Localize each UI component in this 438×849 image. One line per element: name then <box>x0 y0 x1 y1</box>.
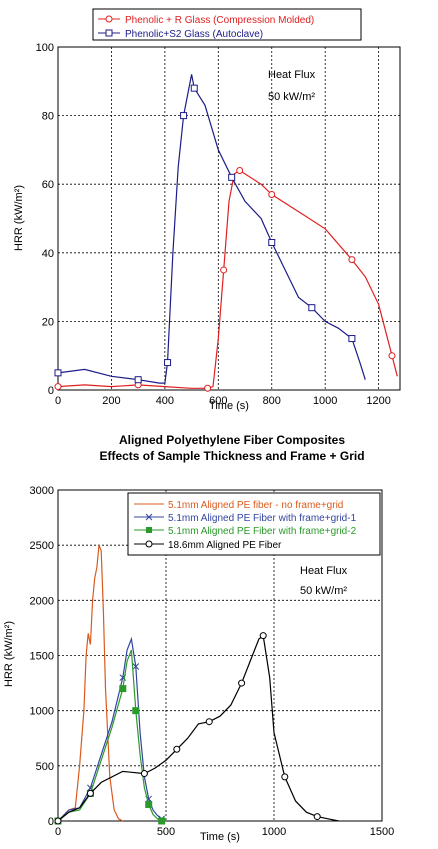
y-tick-label: 500 <box>36 761 54 773</box>
data-point <box>308 304 316 312</box>
legend-label-series-1: 5.1mm Aligned PE fiber - no frame+grid <box>168 500 343 511</box>
legend-marker-series-3 <box>146 527 152 533</box>
y-tick-label: 60 <box>42 179 54 191</box>
data-point <box>268 239 276 247</box>
legend-box <box>92 8 362 41</box>
y-axis-label: HRR (kW/m²) <box>3 621 15 687</box>
legend-label-series-4: 18.6mm Aligned PE Fiber <box>168 540 282 551</box>
data-point <box>145 800 153 808</box>
x-axis-label: Time (s) <box>209 400 249 412</box>
x-tick-label: 200 <box>102 395 120 407</box>
x-tick-label: 600 <box>209 395 227 407</box>
data-point <box>228 173 236 181</box>
y-tick-label: 2500 <box>30 540 54 552</box>
y-tick-label: 1000 <box>30 706 54 718</box>
series-layer <box>54 74 398 392</box>
y-tick-label: 2000 <box>30 595 54 607</box>
legend-label-series-1: Phenolic + R Glass (Compression Molded) <box>125 15 314 26</box>
chart-subtitle: Effects of Sample Thickness and Frame + … <box>99 449 364 463</box>
y-tick-label: 80 <box>42 111 54 123</box>
data-point <box>173 745 181 753</box>
data-point <box>348 256 356 264</box>
x-tick-label: 0 <box>55 826 61 838</box>
data-point <box>180 112 188 120</box>
y-axis-label: HRR (kW/m²) <box>13 185 25 251</box>
legend-box <box>127 492 381 556</box>
x-tick-label: 800 <box>263 395 281 407</box>
data-point <box>313 813 321 821</box>
x-axis-label: Time (s) <box>200 831 240 843</box>
heat-flux-value-annotation: 50 kW/m² <box>268 91 315 103</box>
y-tick-labels: 0 20 40 60 80 100 <box>36 42 54 397</box>
chart-aligned-pe-fiber: Aligned Polyethylene Fiber Composites Ef… <box>3 433 394 843</box>
legend: 5.1mm Aligned PE fiber - no frame+grid 5… <box>127 492 381 556</box>
series-line-4 <box>57 634 339 822</box>
data-point <box>204 384 212 392</box>
chart-title: Aligned Polyethylene Fiber Composites <box>119 433 345 447</box>
data-point <box>86 789 94 797</box>
x-tick-label: 1000 <box>262 826 286 838</box>
data-point <box>220 266 228 274</box>
legend-label-series-2: Phenolic+S2 Glass (Autoclave) <box>125 29 263 40</box>
data-point <box>54 817 62 825</box>
x-tick-label: 1000 <box>313 395 337 407</box>
heat-flux-annotation: Heat Flux <box>268 69 316 81</box>
y-tick-label: 3000 <box>30 485 54 497</box>
series-layer <box>54 544 339 825</box>
legend-label-series-2: 5.1mm Aligned PE Fiber with frame+grid-1 <box>168 513 357 524</box>
plot-area <box>57 46 401 391</box>
legend-marker-series-4 <box>145 540 153 548</box>
y-tick-label: 1500 <box>30 651 54 663</box>
data-point <box>158 817 166 825</box>
legend: Phenolic + R Glass (Compression Molded) … <box>92 8 362 41</box>
chart-heat-release-phenolic: 0 20 40 60 80 100 0 200 400 600 800 1000 1200 Time … <box>13 8 401 412</box>
data-point <box>164 359 172 367</box>
legend-marker-series-1 <box>105 15 113 23</box>
x-tick-label: 500 <box>157 826 175 838</box>
data-point <box>236 166 244 174</box>
series-line-3 <box>57 649 162 822</box>
data-point <box>205 718 213 726</box>
data-point <box>281 773 289 781</box>
y-tick-label: 100 <box>36 42 54 54</box>
data-point <box>54 383 62 391</box>
data-point <box>132 663 140 670</box>
y-tick-label: 20 <box>42 316 54 328</box>
series-line-2 <box>57 636 167 822</box>
heat-flux-annotation: Heat Flux <box>300 565 348 577</box>
data-point <box>134 376 142 384</box>
y-tick-label: 0 <box>48 385 54 397</box>
legend-label-series-3: 5.1mm Aligned PE Fiber with frame+grid-2 <box>168 526 357 537</box>
heat-flux-value-annotation: 50 kW/m² <box>300 585 347 597</box>
series-line-1 <box>57 544 124 822</box>
x-tick-labels: 0 200 400 600 800 1000 1200 <box>55 395 391 407</box>
data-point <box>54 369 62 377</box>
y-tick-label: 40 <box>42 248 54 260</box>
x-tick-label: 1200 <box>366 395 390 407</box>
y-tick-labels: 0 500 1000 1500 2000 2500 3000 <box>30 485 54 828</box>
legend-marker-series-2 <box>145 513 153 521</box>
y-tick-label: 0 <box>48 816 54 828</box>
x-tick-label: 400 <box>156 395 174 407</box>
data-point <box>140 770 148 778</box>
data-point <box>348 335 356 343</box>
x-tick-label: 0 <box>55 395 61 407</box>
legend-marker-series-2 <box>105 29 113 37</box>
data-point <box>388 352 396 360</box>
data-point <box>238 679 246 687</box>
data-point <box>259 632 267 640</box>
data-point <box>190 84 198 92</box>
data-point <box>268 190 276 198</box>
series-line-2 <box>57 74 366 384</box>
data-point <box>119 685 127 693</box>
x-tick-labels: 0 500 1000 1500 <box>55 826 394 838</box>
x-tick-label: 1500 <box>370 826 394 838</box>
data-point <box>132 707 140 715</box>
